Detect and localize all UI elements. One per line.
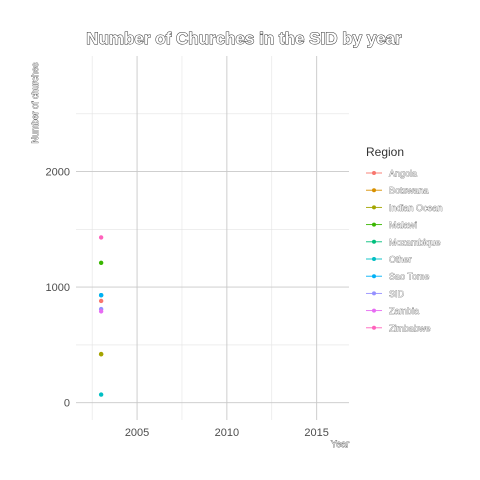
- legend-title: Region: [366, 145, 404, 159]
- legend-item: Botswana: [366, 186, 429, 196]
- legend-label: Sao Tome: [389, 272, 429, 282]
- chart-title: Number of Churches in the SID by year: [86, 29, 402, 48]
- data-point: [99, 299, 103, 303]
- legend-item: Sao Tome: [366, 272, 429, 282]
- grid-layer: [76, 56, 349, 420]
- tick-layer: 0 1000 2000 2005 2010 2015: [46, 167, 329, 439]
- legend-key-point: [372, 240, 376, 244]
- legend-key-point: [372, 223, 376, 227]
- legend-label: Indian Ocean: [389, 203, 443, 213]
- legend-label: SID: [389, 289, 405, 299]
- legend-item: Zambia: [366, 306, 419, 316]
- data-point: [99, 235, 103, 239]
- legend-label: Mozambique: [389, 237, 441, 247]
- legend-label: Botswana: [389, 186, 429, 196]
- y-axis-title: Number of churches: [30, 62, 40, 144]
- x-tick-label: 2010: [215, 427, 239, 439]
- x-axis-title: Year: [331, 439, 349, 449]
- data-point: [99, 293, 103, 297]
- legend-item: SID: [366, 289, 405, 299]
- legend-label: Other: [389, 255, 412, 265]
- legend-item: Angola: [366, 169, 417, 179]
- legend-item: Mozambique: [366, 237, 441, 247]
- legend-key-point: [372, 188, 376, 192]
- data-point: [99, 392, 103, 396]
- legend-item: Malawi: [366, 220, 417, 230]
- legend-label: Zimbabwe: [389, 323, 431, 333]
- legend-key-point: [372, 291, 376, 295]
- legend-item: Zimbabwe: [366, 323, 431, 333]
- legend-key-point: [372, 326, 376, 330]
- legend-label: Malawi: [389, 220, 417, 230]
- legend: Region Angola Botswana Indian Ocean Malawi M…: [366, 145, 443, 333]
- legend-label: Angola: [389, 169, 417, 179]
- y-tick-label: 0: [64, 398, 70, 410]
- legend-label: Zambia: [389, 306, 419, 316]
- x-tick-label: 2005: [125, 427, 149, 439]
- legend-key-point: [372, 309, 376, 313]
- data-point: [99, 352, 103, 356]
- y-tick-label: 2000: [46, 167, 70, 179]
- data-point: [99, 261, 103, 265]
- x-tick-label: 2015: [304, 427, 328, 439]
- legend-key-point: [372, 205, 376, 209]
- legend-item: Other: [366, 255, 412, 265]
- legend-key-point: [372, 274, 376, 278]
- legend-key-point: [372, 171, 376, 175]
- y-tick-label: 1000: [46, 282, 70, 294]
- legend-item: Indian Ocean: [366, 203, 443, 213]
- legend-key-point: [372, 257, 376, 261]
- point-layer: [99, 235, 103, 397]
- data-point: [99, 309, 103, 313]
